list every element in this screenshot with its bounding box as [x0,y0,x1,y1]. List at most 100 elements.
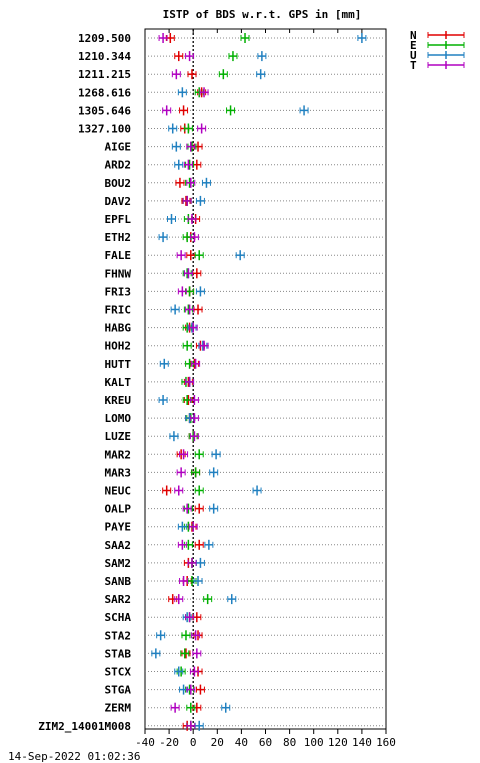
point-u [168,123,178,134]
x-tick-label: -20 [159,736,179,749]
timestamp: 14-Sep-2022 01:02:36 [8,750,140,763]
point-u [221,702,231,713]
x-tick-label: 0 [190,736,197,749]
site-labels: 1209.500 1210.344 1211.215 1268.616 1305.646… [38,32,131,733]
point-n [162,485,172,496]
point-t [176,250,186,261]
site-label: NEUC [105,485,132,498]
x-tick-label: 40 [235,736,248,749]
point-t [189,395,199,405]
point-u [204,539,214,550]
point-n [195,684,205,695]
point-t [186,684,196,695]
point-t [179,576,189,586]
site-label: AIGE [105,141,132,154]
site-label: SAR2 [105,593,132,606]
point-n [193,304,203,315]
point-e [181,630,191,641]
site-label: SCHA [105,611,132,624]
site-label: HUTT [105,358,132,371]
x-tick-label: 20 [211,736,224,749]
point-t [185,51,195,62]
legend-label-n: N [410,29,417,42]
point-u [209,503,219,514]
point-u [357,33,367,43]
point-t [183,159,193,170]
point-n [179,105,189,116]
point-u [174,666,184,677]
site-label: HABG [105,322,132,335]
site-label: LUZE [105,430,132,443]
point-t [199,340,209,351]
point-u [299,105,309,116]
point-t [158,33,168,43]
point-e [182,232,192,243]
point-u [158,232,168,243]
x-axis: -40 -20 0 20 40 60 80 100 120 140 160 [135,29,396,749]
point-e [180,648,190,659]
point-t [199,87,209,98]
data-marks [151,33,367,731]
point-t [189,413,199,424]
site-label: STAB [105,647,132,660]
site-label: ZERM [105,702,132,715]
x-tick-label: 60 [259,736,272,749]
point-n [165,33,175,43]
point-e [226,105,236,116]
point-u [170,304,180,315]
point-u [209,467,219,478]
site-label: MAR2 [105,448,132,461]
point-t [174,594,184,605]
site-label: KREU [105,394,132,407]
point-e [183,123,193,134]
site-label: KALT [105,376,132,389]
x-tick-label: 160 [376,736,396,749]
point-e [218,69,228,80]
site-label: ARD2 [105,159,132,172]
legend-swatch-n [427,31,465,39]
site-label: 1211.215 [78,68,131,81]
site-label: STA2 [105,629,132,642]
point-u [211,449,221,460]
site-label: EPFL [105,213,132,226]
point-t [174,485,184,496]
point-t [186,177,196,188]
site-label: ETH2 [105,231,132,244]
site-label: 1327.100 [78,123,131,136]
point-u [193,576,203,586]
point-n [175,177,185,188]
x-tick-label: 140 [352,736,372,749]
point-e [194,449,204,460]
point-t [170,702,180,713]
point-u [177,87,187,98]
point-u [167,214,177,224]
point-u [158,395,168,405]
point-t [191,630,201,641]
point-t [186,141,196,152]
point-t [185,376,195,387]
point-n [194,503,204,514]
point-e [228,51,238,62]
x-tick-label: 80 [283,736,296,749]
site-label: 1305.646 [78,104,131,117]
grid-lines [145,29,386,729]
point-e [191,467,201,478]
legend-swatch-t [427,61,465,69]
point-t [191,358,201,369]
point-t [162,105,172,116]
point-e [240,33,250,43]
site-label: ZIM2_14001M008 [38,720,131,733]
x-tick-label: 100 [304,736,324,749]
point-t [188,322,198,333]
legend-label-u: U [410,49,417,62]
site-label: MAR3 [105,466,132,479]
site-label: SAA2 [105,539,132,552]
site-label: FALE [105,249,132,262]
point-u [159,358,169,369]
site-label: FRIC [105,304,132,317]
point-u [177,521,187,532]
site-label: SAM2 [105,557,132,570]
point-u [195,557,205,568]
point-t [182,503,192,514]
